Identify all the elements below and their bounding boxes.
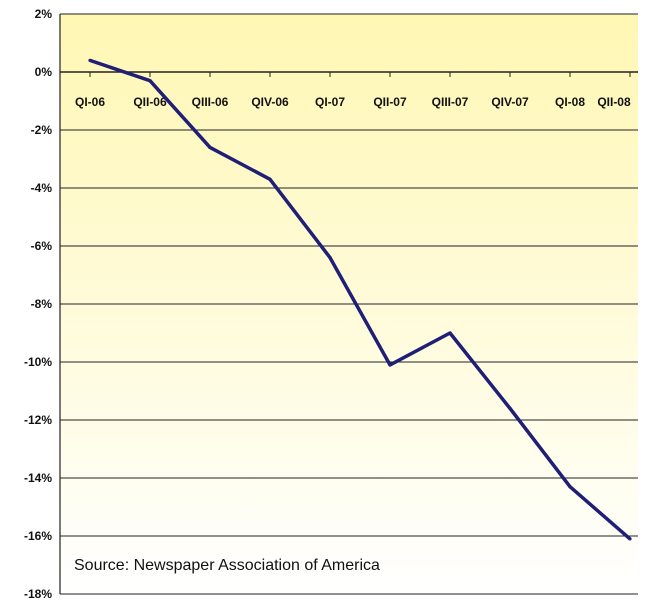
series (88, 58, 632, 541)
x-tick-label: QI-08 (555, 95, 585, 109)
y-tick-label: -4% (31, 181, 53, 195)
x-axis-ticks: QI-06 QII-06 QIII-06 QIV-06 QI-07 QII-07 QIII-… (75, 72, 631, 109)
data-point (388, 363, 392, 367)
x-tick-label: QIII-07 (432, 95, 469, 109)
x-tick-label: QII-07 (373, 95, 407, 109)
x-tick-label: QIV-07 (491, 95, 529, 109)
y-axis-ticks: 2% 0% -2% -4% -6% -8% -10% -12% -14% -16% -18% (24, 7, 53, 601)
x-tick-label: QIV-06 (251, 95, 289, 109)
series-line (89, 58, 632, 541)
x-tick-label: QIII-06 (192, 95, 229, 109)
x-tick-label: QII-08 (597, 95, 631, 109)
y-tick-label: -16% (24, 529, 52, 543)
data-point (328, 256, 332, 260)
data-point (508, 406, 512, 410)
y-tick-label: -18% (24, 587, 52, 600)
data-point (268, 177, 272, 181)
x-tick-label: QI-07 (315, 95, 345, 109)
gridlines (59, 13, 638, 595)
y-tick-label: 0% (35, 65, 53, 79)
y-tick-label: 2% (35, 7, 53, 21)
y-tick-label: -10% (24, 355, 52, 369)
y-tick-label: -12% (24, 413, 52, 427)
source-annotation: Source: Newspaper Association of America (74, 557, 380, 574)
y-tick-label: -6% (31, 239, 53, 253)
data-point (208, 145, 212, 149)
data-point (148, 79, 152, 83)
data-point (88, 58, 92, 63)
x-tick-label: QI-06 (75, 95, 105, 109)
y-tick-label: -14% (24, 471, 52, 485)
y-tick-label: -2% (31, 123, 53, 137)
data-point (568, 485, 572, 489)
data-point (628, 537, 632, 541)
y-tick-label: -8% (31, 297, 53, 311)
data-point (448, 331, 452, 335)
x-tick-label: QII-06 (133, 95, 167, 109)
